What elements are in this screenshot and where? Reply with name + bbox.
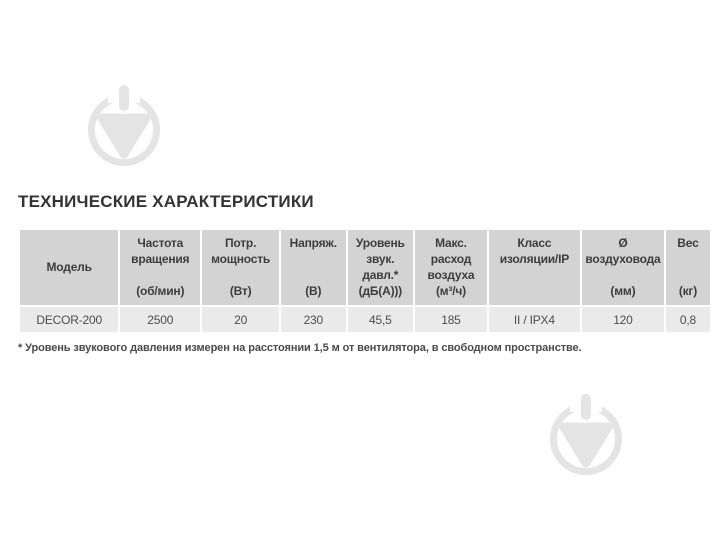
col-name: Вес [677,236,699,250]
col-header-sound-level: Уровень звук. давл.* (дБ(А))) [345,228,416,307]
col-name: Модель [46,260,92,274]
col-name: Напряж. [289,236,337,250]
col-unit: (дБ(А))) [358,284,402,298]
cell-power: 20 [200,305,282,334]
cell-rotation-speed: 2500 [118,305,203,334]
col-name: Потр. мощность [211,236,271,266]
cell-weight: 0,8 [663,305,713,334]
col-name: Класс изоляции/IP [499,236,570,266]
col-header-rotation-speed: Частота вращения (об/мин) [118,228,203,307]
col-unit: (В) [305,284,322,298]
col-header-insulation-class: Класс изоляции/IP [486,228,582,307]
table-row: DECOR-200 2500 20 230 45,5 185 II / IPX4… [17,305,713,334]
table-header-row: Модель Частота вращения (об/мин) Потр. мо… [17,228,713,307]
col-header-model: Модель [17,228,121,307]
col-header-power: Потр. мощность (Вт) [200,228,282,307]
page-title: ТЕХНИЧЕСКИЕ ХАРАКТЕРИСТИКИ [18,192,314,211]
col-header-weight: Вес (кг) [663,228,713,307]
cell-max-airflow: 185 [413,305,489,334]
col-header-voltage: Напряж. (В) [279,228,348,307]
cell-sound-level: 45,5 [345,305,416,334]
col-unit: (мм) [610,284,636,298]
col-name: Частота вращения [131,236,190,266]
col-unit: (м³/ч) [435,284,466,298]
cell-duct-diameter: 120 [579,305,666,334]
col-name: Ø воздуховода [585,236,661,266]
col-header-duct-diameter: Ø воздуховода (мм) [579,228,666,307]
cell-voltage: 230 [279,305,348,334]
col-unit: (об/мин) [136,284,185,298]
col-header-max-airflow: Макс. расход воздуха (м³/ч) [413,228,489,307]
col-unit: (кг) [678,284,698,298]
col-name: Макс. расход воздуха [427,236,475,282]
footnote: * Уровень звукового давления измерен на … [18,342,582,354]
brand-watermark-icon [88,83,160,166]
col-name: Уровень звук. давл.* [355,236,405,282]
cell-insulation-class: II / IPX4 [486,305,582,334]
content-area: ТЕХНИЧЕСКИЕ ХАРАКТЕРИСТИКИ Модель Частот… [17,192,713,354]
brand-watermark-icon [550,392,622,475]
col-unit: (Вт) [229,284,252,298]
cell-model: DECOR-200 [17,305,121,334]
spec-table: Модель Частота вращения (об/мин) Потр. мо… [17,228,713,334]
